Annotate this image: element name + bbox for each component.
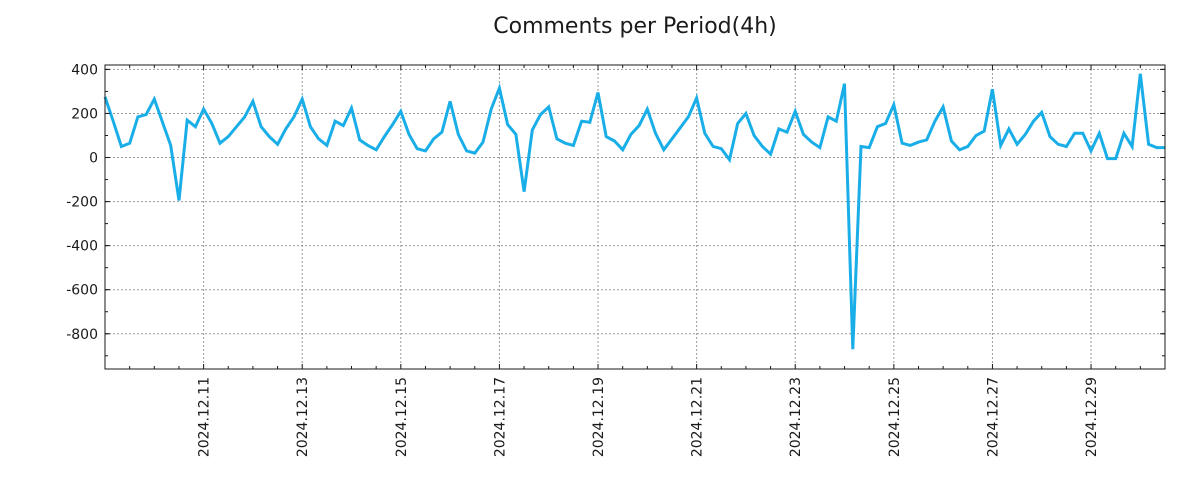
grid-lines: [105, 65, 1165, 369]
x-tick-label: 2024.12.21: [690, 377, 706, 457]
plot-frame: [104, 64, 1166, 370]
y-tick-label: -600: [66, 283, 98, 299]
y-tick-label: 400: [71, 62, 98, 78]
x-tick-label: 2024.12.17: [492, 377, 508, 457]
x-tick-label: 2024.12.27: [985, 377, 1001, 457]
x-axis-ticks: 2024.12.11 2024.12.13 2024.12.15 2024.12.17…: [197, 65, 1100, 457]
x-tick-label: 2024.12.19: [591, 377, 607, 457]
x-tick-label: 2024.12.23: [788, 377, 804, 457]
series-points: [104, 73, 1166, 350]
x-tick-label: 2024.12.25: [887, 377, 903, 457]
minor-ticks: [105, 65, 1166, 369]
x-tick-label: 2024.12.29: [1084, 377, 1100, 457]
series-layer: [103, 73, 1166, 350]
series-line-comments: [103, 73, 1165, 350]
x-tick-label: 2024.12.11: [197, 377, 213, 457]
y-tick-label: -800: [66, 327, 98, 343]
x-tick-label: 2024.12.13: [295, 377, 311, 457]
y-tick-label: -400: [66, 239, 98, 255]
y-axis-ticks: 400 200 0 -200 -400 -600 -800: [66, 62, 1165, 343]
chart-title: Comments per Period(4h): [493, 14, 777, 39]
y-tick-label: 0: [89, 151, 98, 167]
y-tick-label: 200: [71, 106, 98, 122]
x-tick-label: 2024.12.15: [394, 377, 410, 457]
y-tick-label: -200: [66, 195, 98, 211]
